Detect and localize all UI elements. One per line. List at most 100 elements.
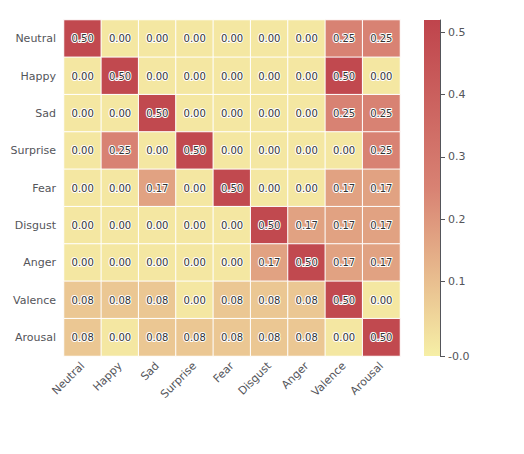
svg-text:0.17: 0.17 bbox=[333, 183, 355, 194]
svg-text:0.50: 0.50 bbox=[296, 257, 318, 268]
svg-text:0.08: 0.08 bbox=[221, 295, 243, 306]
svg-text:0.00: 0.00 bbox=[333, 145, 355, 156]
svg-text:0.17: 0.17 bbox=[333, 257, 355, 268]
svg-text:Happy: Happy bbox=[90, 359, 125, 394]
svg-text:0.00: 0.00 bbox=[184, 295, 206, 306]
svg-text:0.00: 0.00 bbox=[370, 295, 392, 306]
svg-text:0.08: 0.08 bbox=[296, 295, 318, 306]
svg-text:Surprise: Surprise bbox=[10, 144, 56, 157]
svg-text:0.00: 0.00 bbox=[109, 183, 131, 194]
svg-text:0.50: 0.50 bbox=[258, 220, 280, 231]
svg-text:0.00: 0.00 bbox=[370, 71, 392, 82]
svg-text:0.25: 0.25 bbox=[109, 145, 131, 156]
svg-text:0.00: 0.00 bbox=[72, 145, 94, 156]
svg-text:0.17: 0.17 bbox=[146, 183, 168, 194]
svg-text:0.3: 0.3 bbox=[448, 150, 466, 163]
svg-text:0.00: 0.00 bbox=[296, 183, 318, 194]
svg-text:0.00: 0.00 bbox=[258, 183, 280, 194]
svg-text:0.2: 0.2 bbox=[448, 213, 466, 226]
svg-text:0.00: 0.00 bbox=[72, 71, 94, 82]
svg-text:0.50: 0.50 bbox=[333, 295, 355, 306]
svg-text:0.00: 0.00 bbox=[72, 108, 94, 119]
svg-text:0.00: 0.00 bbox=[296, 33, 318, 44]
svg-text:0.50: 0.50 bbox=[221, 183, 243, 194]
svg-text:0.00: 0.00 bbox=[258, 108, 280, 119]
svg-text:0.08: 0.08 bbox=[146, 295, 168, 306]
svg-text:0.08: 0.08 bbox=[258, 295, 280, 306]
svg-text:0.00: 0.00 bbox=[109, 108, 131, 119]
svg-text:0.00: 0.00 bbox=[221, 108, 243, 119]
svg-text:0.00: 0.00 bbox=[258, 71, 280, 82]
svg-text:0.5: 0.5 bbox=[448, 26, 466, 39]
svg-text:0.00: 0.00 bbox=[258, 145, 280, 156]
svg-text:Valence: Valence bbox=[13, 294, 56, 307]
svg-text:0.00: 0.00 bbox=[221, 220, 243, 231]
svg-text:0.00: 0.00 bbox=[72, 257, 94, 268]
svg-text:0.00: 0.00 bbox=[221, 71, 243, 82]
svg-text:0.00: 0.00 bbox=[109, 257, 131, 268]
svg-text:-0.0: -0.0 bbox=[448, 350, 469, 363]
svg-text:0.00: 0.00 bbox=[109, 220, 131, 231]
svg-text:Disgust: Disgust bbox=[236, 359, 275, 398]
svg-text:0.00: 0.00 bbox=[296, 71, 318, 82]
svg-text:0.08: 0.08 bbox=[72, 332, 94, 343]
svg-text:0.00: 0.00 bbox=[184, 183, 206, 194]
svg-text:0.50: 0.50 bbox=[109, 71, 131, 82]
svg-text:0.00: 0.00 bbox=[221, 257, 243, 268]
svg-text:0.00: 0.00 bbox=[72, 220, 94, 231]
svg-text:0.00: 0.00 bbox=[109, 332, 131, 343]
svg-text:0.00: 0.00 bbox=[146, 257, 168, 268]
svg-text:Disgust: Disgust bbox=[15, 219, 57, 232]
svg-text:0.00: 0.00 bbox=[146, 71, 168, 82]
svg-text:0.00: 0.00 bbox=[184, 220, 206, 231]
svg-text:0.00: 0.00 bbox=[146, 145, 168, 156]
svg-text:Neutral: Neutral bbox=[49, 359, 87, 397]
svg-text:0.17: 0.17 bbox=[258, 257, 280, 268]
svg-text:0.00: 0.00 bbox=[258, 33, 280, 44]
svg-text:0.00: 0.00 bbox=[109, 33, 131, 44]
svg-text:0.08: 0.08 bbox=[109, 295, 131, 306]
svg-text:0.00: 0.00 bbox=[184, 257, 206, 268]
svg-text:0.08: 0.08 bbox=[221, 332, 243, 343]
svg-text:0.1: 0.1 bbox=[448, 275, 466, 288]
svg-text:0.00: 0.00 bbox=[72, 183, 94, 194]
svg-text:0.00: 0.00 bbox=[184, 33, 206, 44]
svg-text:0.25: 0.25 bbox=[370, 145, 392, 156]
svg-text:0.50: 0.50 bbox=[72, 33, 94, 44]
svg-text:0.00: 0.00 bbox=[146, 220, 168, 231]
svg-text:0.00: 0.00 bbox=[296, 108, 318, 119]
svg-text:Arousal: Arousal bbox=[15, 331, 56, 344]
svg-text:0.50: 0.50 bbox=[146, 108, 168, 119]
svg-text:0.17: 0.17 bbox=[370, 257, 392, 268]
svg-text:Fear: Fear bbox=[211, 359, 237, 385]
svg-text:0.00: 0.00 bbox=[333, 332, 355, 343]
svg-text:0.50: 0.50 bbox=[184, 145, 206, 156]
svg-text:Happy: Happy bbox=[21, 70, 57, 83]
svg-text:0.25: 0.25 bbox=[333, 33, 355, 44]
svg-text:Sad: Sad bbox=[35, 107, 56, 120]
svg-text:0.17: 0.17 bbox=[333, 220, 355, 231]
svg-text:0.08: 0.08 bbox=[184, 332, 206, 343]
svg-text:0.25: 0.25 bbox=[333, 108, 355, 119]
svg-text:Anger: Anger bbox=[23, 256, 56, 269]
svg-text:0.08: 0.08 bbox=[146, 332, 168, 343]
svg-text:0.00: 0.00 bbox=[296, 145, 318, 156]
svg-text:Sad: Sad bbox=[138, 359, 162, 383]
svg-text:0.00: 0.00 bbox=[146, 33, 168, 44]
svg-text:0.08: 0.08 bbox=[72, 295, 94, 306]
svg-text:0.00: 0.00 bbox=[221, 145, 243, 156]
svg-text:0.25: 0.25 bbox=[370, 33, 392, 44]
svg-text:Valence: Valence bbox=[309, 359, 349, 399]
svg-text:0.50: 0.50 bbox=[370, 332, 392, 343]
svg-text:0.00: 0.00 bbox=[221, 33, 243, 44]
svg-text:Surprise: Surprise bbox=[158, 359, 200, 401]
svg-text:0.50: 0.50 bbox=[333, 71, 355, 82]
svg-text:Anger: Anger bbox=[279, 359, 312, 392]
svg-text:0.00: 0.00 bbox=[184, 71, 206, 82]
svg-text:0.17: 0.17 bbox=[370, 183, 392, 194]
svg-text:0.25: 0.25 bbox=[370, 108, 392, 119]
svg-text:Neutral: Neutral bbox=[15, 32, 56, 45]
svg-text:0.08: 0.08 bbox=[296, 332, 318, 343]
svg-text:0.17: 0.17 bbox=[370, 220, 392, 231]
svg-text:0.08: 0.08 bbox=[258, 332, 280, 343]
